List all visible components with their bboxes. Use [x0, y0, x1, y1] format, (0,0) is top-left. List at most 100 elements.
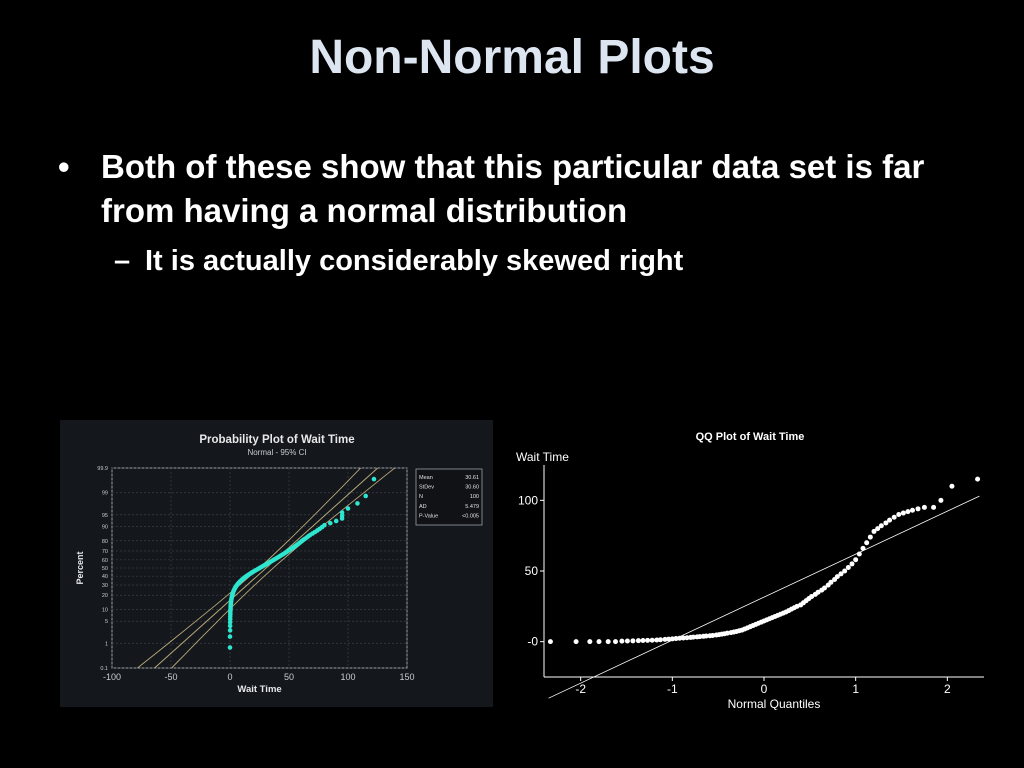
data-point: [630, 638, 636, 644]
data-point: [333, 518, 339, 524]
reference-line: [548, 495, 980, 699]
data-point: [640, 638, 646, 644]
y-tick-label: 99: [102, 491, 108, 497]
data-point: [328, 520, 333, 526]
x-tick-label: 100: [340, 672, 355, 682]
data-point: [724, 630, 730, 636]
x-tick-label: 50: [284, 672, 294, 682]
data-point: [891, 514, 897, 520]
data-point: [662, 636, 668, 642]
data-point: [680, 635, 686, 641]
data-point: [596, 639, 602, 645]
data-point: [921, 504, 927, 510]
data-point: [860, 545, 866, 551]
data-point: [624, 638, 630, 644]
y-axis-label: Wait Time: [516, 450, 569, 464]
chart-title: Probability Plot of Wait Time: [199, 434, 354, 446]
bullet-list: • Both of these show that this particula…: [58, 145, 958, 281]
y-tick-label: 60: [102, 558, 108, 564]
stats-label: AD: [419, 504, 427, 510]
stats-value: <0.005: [462, 513, 479, 519]
data-point: [915, 506, 921, 512]
data-point: [931, 504, 937, 510]
data-point: [871, 528, 877, 534]
y-tick-label: 20: [102, 593, 108, 599]
data-point: [673, 636, 679, 642]
chart-subtitle: Normal - 95% CI: [247, 448, 306, 457]
data-point: [339, 513, 345, 518]
y-tick-label: 1: [105, 641, 108, 647]
y-tick-label: 90: [102, 525, 108, 531]
y-tick-label: -0: [527, 635, 538, 649]
data-point: [227, 623, 233, 629]
y-tick-label: 100: [518, 493, 538, 507]
plot-panel-background: [510, 420, 990, 710]
data-point: [938, 497, 944, 503]
y-tick-label: 80: [102, 539, 108, 545]
data-point: [867, 534, 873, 540]
data-point: [690, 634, 696, 640]
data-point: [339, 510, 345, 515]
data-point: [684, 635, 690, 641]
data-point: [587, 639, 593, 645]
data-point: [227, 645, 233, 650]
data-point: [887, 517, 893, 523]
data-point: [227, 628, 233, 633]
data-point: [710, 632, 716, 638]
data-point: [355, 501, 360, 506]
stats-value: 100: [470, 494, 479, 500]
data-point: [849, 561, 855, 567]
data-point: [878, 523, 884, 529]
data-point: [547, 639, 553, 645]
bullet-marker: •: [58, 148, 70, 185]
y-tick-label: 5: [105, 619, 108, 625]
stats-label: P-Value: [419, 513, 438, 519]
qq-plot-chart: QQ Plot of Wait Time Wait Time Normal Quan…: [510, 420, 990, 711]
data-point: [905, 509, 911, 515]
bullet-item: • Both of these show that this particula…: [58, 145, 958, 233]
data-point: [645, 637, 651, 643]
data-point: [845, 564, 851, 570]
slide-title: Non-Normal Plots: [309, 31, 715, 84]
sub-bullet-text: It is actually considerably skewed right: [145, 245, 684, 277]
x-tick-label: 0: [761, 682, 768, 696]
sub-bullet-item: – It is actually considerably skewed rig…: [58, 241, 958, 281]
data-point: [856, 551, 862, 557]
data-point: [677, 635, 683, 641]
probability-plot-chart: 0.1 1 5 10 20 30 40 50 60 70 80 90 95 99 99.9 -100 -50 0 5…: [60, 420, 493, 707]
data-point: [809, 593, 815, 599]
x-axis-label: Wait Time: [237, 684, 281, 695]
data-point: [822, 585, 827, 591]
stats-box: [415, 468, 483, 526]
data-point: [345, 506, 351, 511]
y-tick-label: 10: [102, 607, 108, 613]
confidence-band-line: [170, 468, 396, 668]
data-point: [227, 634, 233, 639]
y-tick-label: 50: [525, 564, 539, 578]
data-point: [949, 483, 955, 489]
data-point: [975, 476, 981, 482]
data-point: [896, 511, 902, 517]
y-tick-label: 99.9: [97, 466, 108, 472]
data-point: [815, 589, 821, 595]
y-tick-label: 70: [102, 549, 108, 555]
data-point: [654, 637, 660, 643]
x-tick-label: -2: [575, 682, 586, 696]
data-point: [322, 522, 327, 528]
x-tick-label: 150: [399, 672, 414, 682]
y-tick-label: 0.1: [100, 666, 108, 672]
data-point: [703, 633, 709, 639]
stats-value: 30.60: [465, 485, 479, 491]
stats-value: 5.479: [465, 504, 479, 510]
data-point: [875, 526, 881, 532]
chart-title: QQ Plot of Wait Time: [696, 431, 805, 443]
y-tick-label: 50: [102, 566, 108, 572]
data-point: [834, 574, 840, 580]
data-point: [828, 579, 834, 585]
x-tick-label: 2: [944, 682, 951, 696]
data-point: [613, 639, 618, 645]
x-tick-label: -50: [164, 672, 177, 682]
data-point: [605, 639, 611, 645]
data-point: [864, 540, 870, 546]
x-tick-label: 0: [227, 672, 232, 682]
